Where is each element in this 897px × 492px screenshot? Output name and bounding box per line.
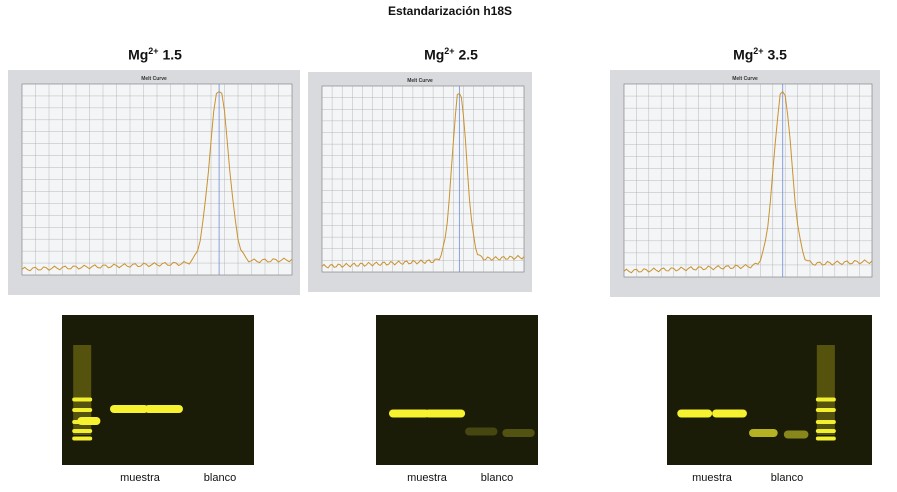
ladder-band (72, 436, 93, 441)
melt-curve (21, 90, 293, 272)
gel-label: muestra (692, 472, 732, 484)
ladder-band (815, 397, 836, 402)
panel-label-base: Mg (733, 46, 754, 63)
panel-label-base: Mg (424, 46, 445, 63)
ladder-band (815, 420, 836, 424)
melt-curve (321, 92, 525, 269)
ladder-band (72, 429, 93, 433)
ladder-band (815, 408, 836, 412)
gel-label: muestra (407, 472, 447, 484)
gel-photo (667, 315, 872, 465)
ladder-band (815, 429, 836, 433)
figure-title: Estandarización h18S (387, 4, 513, 18)
panel-label: Mg2+ 1.5 (128, 46, 182, 63)
panel-label-value: 3.5 (767, 46, 787, 63)
panel-label-sup: 2+ (148, 46, 159, 56)
gel-photo (376, 315, 538, 465)
ladder-band (72, 397, 93, 402)
plot-title: Melt Curve (141, 76, 167, 82)
panel-label-base: Mg (128, 46, 149, 63)
panel-label-value: 1.5 (162, 46, 182, 63)
gel-band (110, 405, 149, 413)
gel-band (465, 427, 498, 436)
panel-label-value: 2.5 (458, 46, 478, 63)
gel-label: muestra (120, 472, 160, 484)
gel-band (677, 409, 713, 418)
ladder-smear (73, 345, 92, 435)
gel-band (502, 429, 535, 437)
panel-label: Mg2+ 3.5 (733, 46, 787, 63)
gel-band (77, 417, 101, 425)
gel-label: blanco (770, 472, 804, 484)
gel-label: blanco (203, 472, 237, 484)
gel-band (424, 409, 466, 418)
gel-photo (62, 315, 254, 465)
ladder-band (72, 408, 93, 412)
ladder-band (815, 436, 836, 441)
ladder-smear (816, 345, 835, 435)
panel-label: Mg2+ 2.5 (424, 46, 478, 63)
panel-label-sup: 2+ (753, 46, 764, 56)
gel-band (783, 430, 809, 439)
gel-band (144, 405, 183, 413)
gel-band (388, 409, 430, 418)
gel-band (749, 429, 778, 437)
melt-curve (623, 90, 873, 274)
panel-label-sup: 2+ (444, 46, 455, 56)
gel-band (712, 409, 747, 418)
plot-title: Melt Curve (407, 78, 433, 84)
plot-title: Melt Curve (732, 76, 758, 82)
gel-label: blanco (480, 472, 514, 484)
